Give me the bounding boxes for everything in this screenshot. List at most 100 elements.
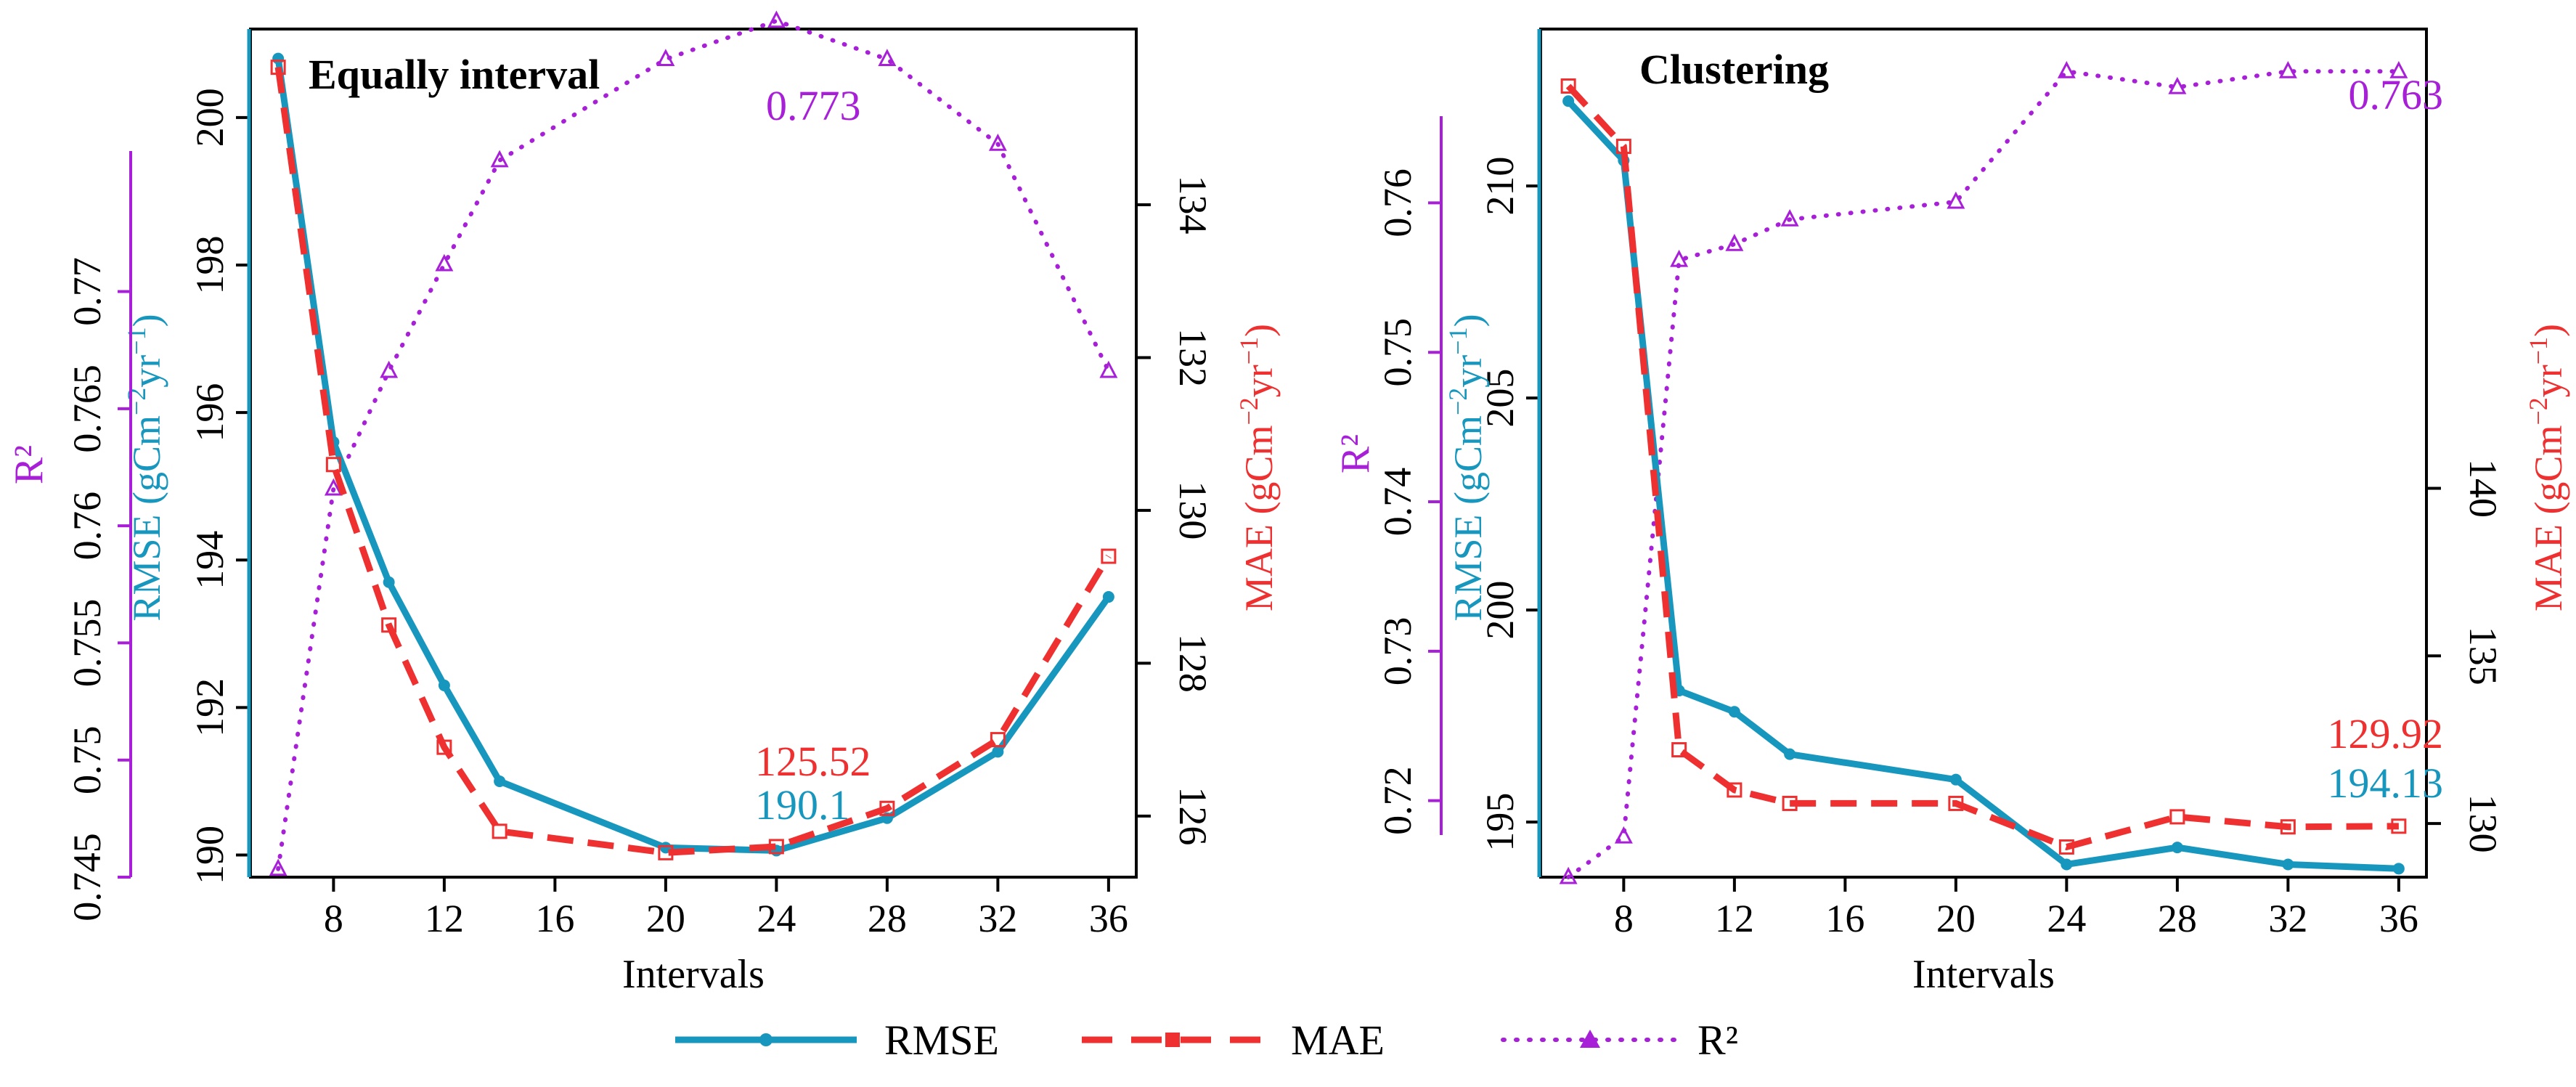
mae-point bbox=[1727, 782, 1743, 798]
x-tick-label: 8 bbox=[324, 897, 343, 940]
mae-point bbox=[658, 844, 674, 860]
rmse-best-label: 194.13 bbox=[2328, 760, 2444, 807]
legend: RMSE MAE R² bbox=[675, 1017, 1738, 1064]
mae-point bbox=[1560, 78, 1576, 94]
rmse-point bbox=[383, 576, 395, 588]
r2-tick-label: 0.75 bbox=[1376, 318, 1419, 387]
legend-rmse-marker bbox=[759, 1033, 773, 1046]
chart-title: Clustering bbox=[1639, 46, 1829, 93]
r2-point bbox=[1725, 234, 1744, 251]
rmse-axis-label: RMSE (gCm−2yr−1) bbox=[1443, 314, 1490, 621]
r2-point bbox=[1947, 191, 1965, 209]
r2-tick-label: 0.76 bbox=[65, 492, 109, 561]
mae-tick-label: 135 bbox=[2461, 627, 2505, 685]
legend-r2-label: R² bbox=[1697, 1017, 1738, 1064]
r2-tick-label: 0.73 bbox=[1376, 617, 1419, 686]
r2-series-line bbox=[276, 18, 1111, 871]
r2-tick-label: 0.72 bbox=[1376, 766, 1419, 835]
r2-point bbox=[1670, 249, 1689, 267]
r2-point bbox=[380, 360, 399, 378]
x-tick-label: 32 bbox=[2268, 897, 2307, 940]
mae-point bbox=[270, 60, 286, 76]
r2-point bbox=[2168, 76, 2187, 94]
x-tick-label: 8 bbox=[1614, 897, 1634, 940]
r2-point bbox=[269, 858, 288, 876]
r2-axis-label: R² bbox=[7, 445, 52, 484]
mae-point bbox=[325, 457, 341, 473]
mae-point bbox=[2169, 809, 2185, 825]
r2-point bbox=[2278, 61, 2297, 78]
mae-point bbox=[1101, 548, 1117, 564]
mae-series-line bbox=[1565, 84, 2399, 851]
rmse-tick-label: 194 bbox=[188, 531, 232, 590]
rmse-point bbox=[2392, 863, 2405, 875]
mae-series-line bbox=[274, 66, 1112, 856]
rmse-tick-label: 200 bbox=[1478, 581, 1522, 640]
rmse-point bbox=[438, 679, 450, 691]
r2-tick-label: 0.77 bbox=[65, 257, 109, 326]
mae-tick-label: 134 bbox=[1171, 176, 1215, 235]
r2-point bbox=[2057, 61, 2076, 78]
rmse-point bbox=[272, 52, 285, 65]
r2-point bbox=[767, 10, 786, 28]
x-tick-label: 12 bbox=[1715, 897, 1754, 940]
x-tick-label: 24 bbox=[757, 897, 796, 940]
rmse-point bbox=[1949, 773, 1962, 786]
r2-point bbox=[1559, 866, 1578, 884]
mae-tick-label: 128 bbox=[1171, 634, 1215, 693]
rmse-axis-label: RMSE (gCm−2yr−1) bbox=[122, 314, 168, 621]
x-tick-label: 36 bbox=[1089, 897, 1128, 940]
mae-point bbox=[990, 732, 1006, 748]
mae-tick-label: 132 bbox=[1171, 328, 1215, 387]
r2-best-label: 0.763 bbox=[2349, 71, 2444, 118]
r2-point bbox=[1614, 826, 1633, 844]
r2-point bbox=[324, 478, 343, 496]
mae-point bbox=[1615, 139, 1631, 155]
r2-series-line bbox=[1566, 69, 2401, 879]
mae-point bbox=[436, 739, 452, 755]
mae-point bbox=[1782, 795, 1798, 811]
rmse-point bbox=[992, 746, 1004, 758]
x-tick-label: 36 bbox=[2379, 897, 2418, 940]
rmse-tick-label: 195 bbox=[1478, 793, 1522, 852]
rmse-tick-label: 198 bbox=[188, 236, 232, 295]
r2-point bbox=[878, 49, 897, 66]
x-tick-label: 28 bbox=[868, 897, 907, 940]
rmse-tick-label: 200 bbox=[188, 88, 232, 147]
mae-axis-label: MAE (gCm−2yr−1) bbox=[1234, 324, 1281, 611]
x-tick-label: 24 bbox=[2047, 897, 2086, 940]
legend-mae-marker bbox=[1165, 1033, 1180, 1047]
r2-tick-label: 0.755 bbox=[65, 599, 109, 688]
mae-point bbox=[2058, 839, 2074, 855]
r2-point bbox=[1099, 360, 1118, 378]
rmse-tick-label: 210 bbox=[1478, 157, 1522, 216]
mae-axis-label: MAE (gCm−2yr−1) bbox=[2524, 324, 2570, 611]
rmse-point bbox=[1784, 748, 1796, 760]
x-tick-label: 20 bbox=[646, 897, 685, 940]
r2-point bbox=[490, 150, 509, 168]
rmse-series-line bbox=[1565, 99, 2400, 872]
chart-panel-equally-interval: 8 12 16 20 24 28 32 36 Intervals 190 192 194 196 198 2… bbox=[7, 10, 1281, 997]
mae-tick-label: 126 bbox=[1171, 786, 1215, 845]
r2-tick-label: 0.75 bbox=[65, 725, 109, 794]
rmse-point bbox=[1562, 95, 1575, 107]
x-axis-label: Intervals bbox=[622, 952, 765, 997]
chart-title: Equally interval bbox=[309, 51, 600, 98]
x-tick-label: 32 bbox=[978, 897, 1017, 940]
r2-point bbox=[2389, 61, 2408, 78]
mae-point bbox=[381, 617, 397, 633]
mae-tick-label: 140 bbox=[2461, 459, 2505, 518]
r2-tick-label: 0.74 bbox=[1376, 468, 1419, 537]
rmse-best-label: 190.1 bbox=[755, 781, 850, 829]
rmse-series-line bbox=[274, 57, 1112, 854]
mae-tick-label: 130 bbox=[2461, 794, 2505, 853]
r2-point bbox=[435, 253, 454, 272]
rmse-point bbox=[2171, 842, 2183, 854]
mae-best-label: 125.52 bbox=[755, 738, 871, 785]
rmse-point bbox=[2061, 858, 2073, 871]
mae-best-label: 129.92 bbox=[2328, 710, 2444, 757]
mae-tick-label: 130 bbox=[1171, 481, 1215, 540]
legend-mae-label: MAE bbox=[1291, 1017, 1385, 1064]
x-tick-label: 28 bbox=[2158, 897, 2197, 940]
